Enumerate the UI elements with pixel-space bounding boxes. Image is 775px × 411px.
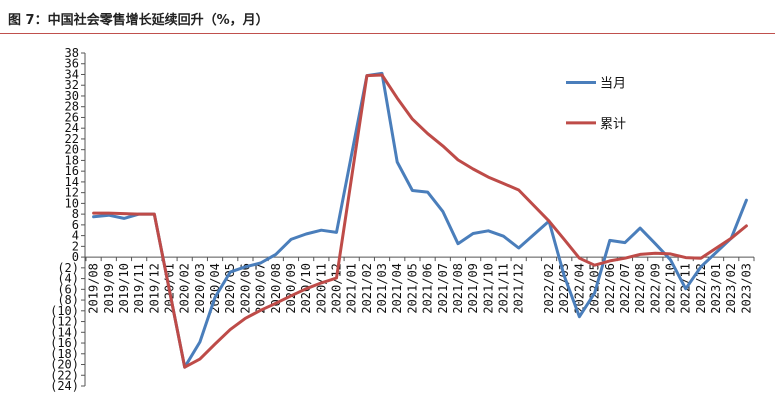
y-tick-label: 14 [65,175,79,189]
x-tick-label: 2023/03 [739,263,753,314]
y-tick-label: 36 [65,57,79,71]
y-tick-label: 28 [65,100,79,114]
x-tick-label: 2021/04 [390,263,404,314]
y-tick-label: (8) [57,293,79,307]
y-tick-label: 6 [72,218,79,232]
y-tick-label: 20 [65,143,79,157]
x-tick-label: 2021/08 [451,263,465,314]
x-tick-label: 2022/09 [648,263,662,314]
x-tick-label: 2019/09 [102,263,116,314]
x-tick-label: 2022/08 [633,263,647,314]
x-tick-label: 2022/03 [557,263,571,314]
title-divider [0,33,775,34]
y-tick-label: (4) [57,272,79,286]
x-tick-label: 2022/04 [572,263,586,314]
x-tick-label: 2020/07 [254,263,268,314]
y-tick-label: 38 [65,46,79,60]
y-tick-label: (16) [50,336,79,350]
x-tick-label: 2021/11 [497,263,511,314]
y-tick-label: (2) [57,261,79,275]
x-tick-label: 2021/10 [481,263,495,314]
legend-monthly-label: 当月 [600,77,626,92]
x-tick-label: 2019/10 [117,263,131,314]
y-tick-label: 12 [65,186,79,200]
x-tick-label: 2021/09 [466,263,480,314]
y-tick-label: (10) [50,304,79,318]
y-tick-label: 34 [65,67,79,81]
y-tick-label: (6) [57,282,79,296]
x-tick-label: 2021/12 [512,263,526,314]
x-tick-label: 2020/04 [208,263,222,314]
x-tick-label: 2021/03 [375,263,389,314]
x-tick-label: 2021/07 [436,263,450,314]
legend-cumulative-label: 累计 [600,117,626,132]
x-tick-label: 2022/12 [694,263,708,314]
x-tick-label: 2022/10 [664,263,678,314]
y-tick-label: (12) [50,315,79,329]
y-tick-label: 16 [65,164,79,178]
y-tick-label: (22) [50,368,79,382]
y-tick-label: 8 [72,207,79,221]
y-tick-label: 18 [65,153,79,167]
x-tick-label: 2020/09 [284,263,298,314]
x-tick-label: 2021/05 [405,263,419,314]
x-tick-label: 2023/02 [724,263,738,314]
y-tick-label: (18) [50,347,79,361]
y-tick-label: 10 [65,196,79,210]
x-tick-label: 2021/02 [360,263,374,314]
x-tick-label: 2020/02 [178,263,192,314]
x-tick-label: 2019/12 [147,263,161,314]
series-line-monthly [92,71,748,369]
x-tick-label: 2020/03 [193,263,207,314]
x-tick-label: 2020/11 [314,263,328,314]
series-line-cumulative [92,73,748,369]
y-tick-label: 24 [65,121,79,135]
chart-title: 图 7：中国社会零售增长延续回升（%，月） [8,13,269,28]
x-tick-label: 2021/06 [421,263,435,314]
y-tick-label: 0 [72,250,79,264]
x-tick-label: 2019/08 [87,263,101,314]
x-tick-label: 2021/01 [345,263,359,314]
x-tick-label: 2022/07 [618,263,632,314]
y-tick-label: (24) [50,379,79,393]
x-tick-label: 2022/06 [603,263,617,314]
x-tick-label: 2020/06 [238,263,252,314]
y-tick-label: (14) [50,325,79,339]
x-tick-label: 2020/12 [330,263,344,314]
y-tick-label: 32 [65,78,79,92]
x-tick-label: 2022/02 [542,263,556,314]
y-tick-label: 2 [72,239,79,253]
y-tick-label: 22 [65,132,79,146]
x-tick-label: 2019/11 [132,263,146,314]
y-tick-label: (20) [50,358,79,372]
y-tick-label: 30 [65,89,79,103]
x-tick-label: 2023/01 [709,263,723,314]
y-tick-label: 4 [72,229,79,243]
y-tick-label: 26 [65,110,79,124]
